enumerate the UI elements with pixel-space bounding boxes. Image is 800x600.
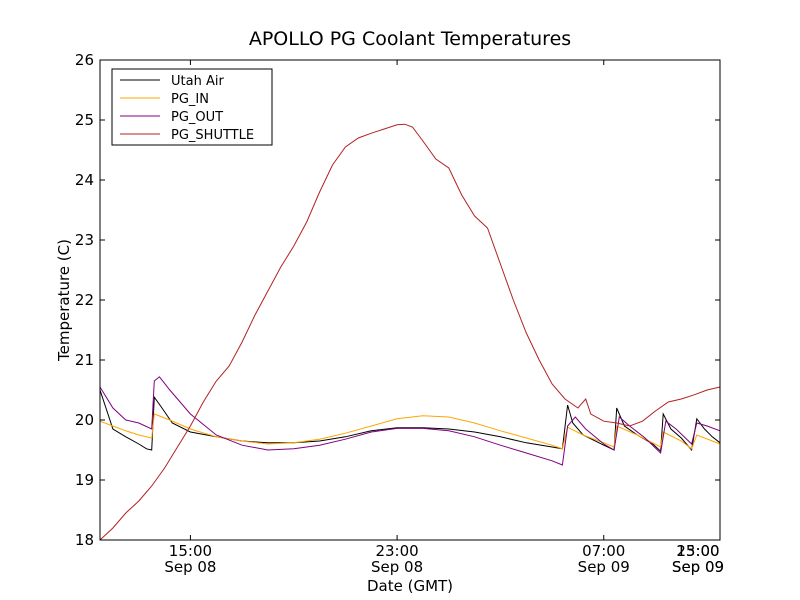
y-tick-label-2: 20	[75, 411, 94, 429]
x-axis-label: Date (GMT)	[367, 577, 453, 595]
x-tick-time-3: 15:00	[676, 542, 719, 560]
y-tick-label-0: 18	[75, 531, 94, 549]
x-tick-time-2: 07:00	[582, 542, 625, 560]
legend-label-2: PG_OUT	[171, 110, 223, 125]
y-tick-label-4: 22	[75, 291, 94, 309]
legend: Utah Air PG_IN PG_OUT PG_SHUTTLE	[111, 68, 273, 146]
y-tick-label-3: 21	[75, 351, 94, 369]
y-tick-label-6: 24	[75, 171, 94, 189]
y-tick-label-5: 23	[75, 231, 94, 249]
legend-box	[111, 68, 273, 146]
x-tick-date-2: Sep 09	[578, 558, 630, 576]
legend-label-0: Utah Air	[171, 74, 224, 89]
y-tick-label-1: 19	[75, 471, 94, 489]
series-line-3	[99, 123, 721, 541]
x-tick-time-1: 23:00	[375, 542, 418, 560]
series-layer	[99, 123, 721, 541]
y-axis-label: Temperature (C)	[55, 239, 73, 362]
x-tick-time-4: 23:00	[676, 542, 719, 560]
legend-label-3: PG_SHUTTLE	[171, 128, 254, 143]
x-tick-date-1: Sep 08	[371, 558, 423, 576]
x-tick-date-3: Sep 09	[672, 558, 724, 576]
series-line-0	[99, 389, 721, 453]
y-tick-label-7: 25	[75, 111, 94, 129]
series-line-2	[99, 376, 721, 466]
y-tick-label-8: 26	[75, 51, 94, 69]
x-tick-date-4: Sep 09	[672, 558, 724, 576]
series-line-1	[99, 413, 721, 450]
x-tick-time-0: 15:00	[169, 542, 212, 560]
legend-label-1: PG_IN	[171, 92, 209, 107]
x-tick-date-0: Sep 08	[164, 558, 216, 576]
chart-title: APOLLO PG Coolant Temperatures	[249, 28, 571, 50]
